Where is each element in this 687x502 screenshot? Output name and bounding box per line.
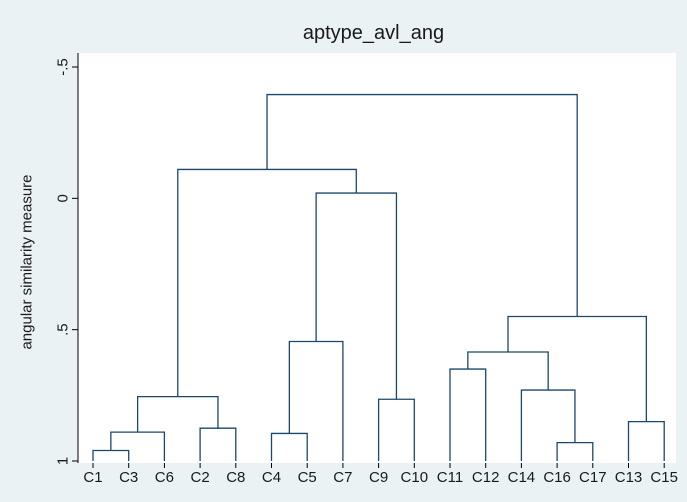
plot-area bbox=[78, 53, 676, 463]
leaf-label: C12 bbox=[472, 469, 500, 486]
leaf-label: C4 bbox=[262, 469, 281, 486]
y-axis: -.5 0 .5 1 bbox=[55, 53, 79, 465]
y-tick-label: .5 bbox=[55, 323, 72, 336]
leaf-label: C5 bbox=[298, 469, 317, 486]
leaf-label: C1 bbox=[83, 469, 102, 486]
dendrogram-link bbox=[110, 431, 166, 461]
leaf-label: C17 bbox=[579, 469, 607, 486]
leaf-label: C8 bbox=[226, 469, 245, 486]
leaf-label: C14 bbox=[508, 469, 536, 486]
leaf-label: C10 bbox=[401, 469, 429, 486]
dendrogram-link bbox=[199, 427, 237, 461]
leaf-label: C2 bbox=[191, 469, 210, 486]
y-tick-label: 0 bbox=[55, 194, 72, 202]
leaf-label: C16 bbox=[543, 469, 571, 486]
links-layer bbox=[92, 93, 665, 461]
leaf-label: C15 bbox=[650, 469, 678, 486]
dendrogram-link bbox=[449, 368, 487, 461]
leaf-label: C6 bbox=[155, 469, 174, 486]
leaf-label: C11 bbox=[437, 469, 463, 486]
chart-title: aptype_avl_ang bbox=[302, 22, 445, 44]
y-tick-label: 1 bbox=[55, 457, 72, 465]
leaf-label: C9 bbox=[369, 469, 388, 486]
leaf-label: C13 bbox=[615, 469, 643, 486]
leaf-label: C7 bbox=[333, 469, 352, 486]
x-axis-leaf-labels: C1 C3 C6 C2 C8 C4 C5 C7 C9 C10 C11 C12 C14 C16 C17 C13 C… bbox=[83, 463, 678, 486]
dendrogram-link bbox=[136, 395, 219, 433]
dendrogram-link bbox=[288, 340, 344, 461]
dendrogram-link bbox=[266, 93, 578, 317]
leaf-label: C3 bbox=[119, 469, 138, 486]
y-tick-label: -.5 bbox=[55, 58, 72, 76]
